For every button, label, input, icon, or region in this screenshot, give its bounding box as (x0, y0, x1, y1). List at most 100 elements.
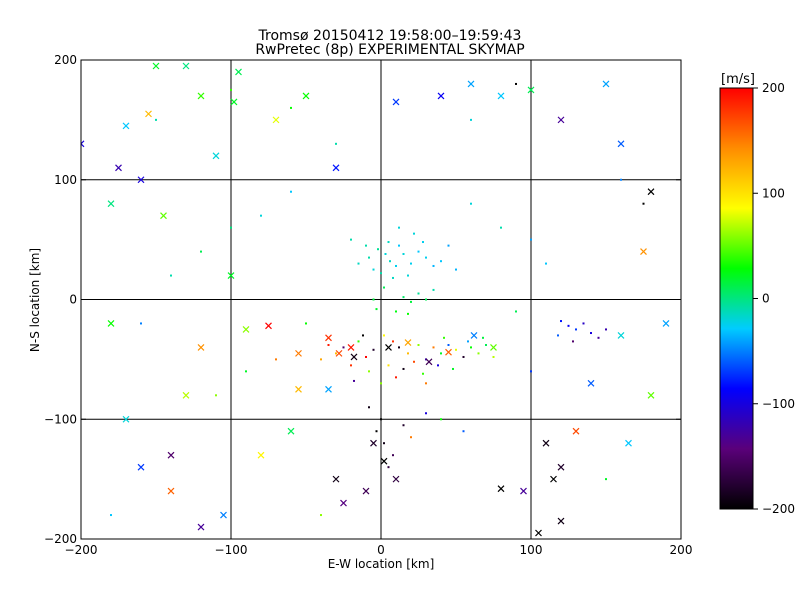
data-point-dot (417, 250, 420, 253)
data-point-dot (530, 238, 532, 241)
data-point-cross (572, 427, 580, 435)
data-point-dot (380, 382, 382, 385)
data-point-cross (257, 451, 265, 459)
data-point-dot (432, 346, 435, 349)
x-tick-label: −200 (65, 543, 98, 557)
data-point-dot (335, 352, 337, 355)
data-point-dot (462, 430, 465, 433)
data-point-dot (384, 252, 387, 255)
data-point-cross (602, 80, 610, 88)
data-point-dot (440, 418, 442, 421)
data-point-dot (365, 355, 367, 358)
data-point-dot (377, 248, 379, 251)
colorbar-tick-label: −200 (762, 502, 795, 516)
data-point-dot (140, 322, 142, 325)
data-point-dot (410, 262, 412, 265)
data-point-cross (242, 326, 250, 333)
data-point-dot (482, 336, 484, 339)
data-point-dot (230, 88, 232, 91)
data-point-cross (617, 140, 625, 148)
data-point-cross (122, 122, 130, 130)
data-point-dot (462, 355, 465, 358)
y-tick-label: −200 (44, 532, 77, 546)
data-point-cross (167, 487, 175, 495)
data-point-cross (497, 485, 505, 493)
data-point-cross (160, 212, 167, 220)
x-axis-label: E-W location [km] (328, 557, 435, 571)
data-point-dot (413, 232, 415, 235)
data-point-dot (383, 286, 385, 289)
data-point-cross (535, 529, 542, 537)
data-point-dot (422, 241, 424, 244)
data-point-cross (332, 164, 340, 172)
data-point-cross (152, 62, 160, 70)
data-point-cross (235, 68, 242, 76)
data-point-cross (335, 349, 343, 357)
data-point-dot (470, 202, 472, 205)
data-point-dot (582, 322, 585, 325)
data-point-dot (387, 466, 390, 469)
data-point-dot (357, 340, 360, 343)
data-point-dot (305, 322, 307, 325)
data-point-dot (425, 412, 427, 415)
data-point-dot (425, 298, 427, 301)
data-point-dot (492, 355, 495, 358)
data-point-cross (107, 320, 115, 327)
data-point-dot (575, 328, 577, 331)
data-point-dot (350, 364, 352, 367)
data-point-dot (380, 418, 382, 421)
data-point-cross (662, 320, 670, 327)
data-point-dot (443, 336, 445, 339)
data-point-dot (335, 142, 337, 145)
data-point-dot (620, 178, 622, 181)
data-point-dot (353, 379, 355, 382)
data-point-cross (640, 248, 647, 256)
data-point-dot (572, 340, 574, 343)
data-point-dot (567, 324, 570, 327)
data-point-dot (605, 328, 607, 331)
data-point-dot (375, 430, 378, 433)
data-point-dot (392, 454, 394, 457)
colorbar-tick-label: 200 (762, 81, 785, 95)
y-tick-label: −100 (44, 412, 77, 426)
data-point-dot (155, 118, 157, 121)
y-axis-label: N-S location [km] (28, 248, 42, 352)
data-point-cross (107, 200, 115, 208)
data-point-cross (557, 517, 565, 525)
data-point-dot (402, 424, 405, 427)
data-point-cross (380, 457, 388, 465)
data-point-dot (447, 244, 450, 247)
data-point-cross (302, 92, 310, 100)
colorbar-ticks: 200 100 0 −100 −200 (753, 81, 795, 516)
data-point-dot (515, 82, 517, 85)
data-point-dot (530, 370, 532, 373)
data-point-cross (647, 188, 655, 196)
data-point-dot (470, 346, 472, 349)
data-point-cross (295, 385, 302, 393)
data-point-dot (362, 334, 364, 337)
data-point-dot (387, 364, 390, 367)
data-point-dot (245, 370, 247, 373)
data-point-dot (230, 226, 232, 229)
data-point-dot (215, 394, 217, 397)
data-point-dot (350, 238, 352, 241)
data-point-dot (375, 308, 378, 311)
data-point-cross (265, 322, 272, 330)
data-point-cross (497, 92, 505, 100)
data-point-dot (407, 312, 409, 315)
data-point-cross (392, 475, 400, 483)
data-point-dot (320, 514, 322, 517)
data-point-cross (362, 487, 370, 495)
data-point-cross (557, 463, 565, 471)
data-point-dot (320, 358, 322, 361)
data-point-dot (417, 344, 420, 347)
x-tick-label: 200 (670, 543, 693, 557)
data-point-dot (407, 274, 409, 277)
grid-lines (81, 60, 681, 539)
data-point-dot (392, 340, 394, 343)
chart-subtitle: RwPretec (8p) EXPERIMENTAL SKYMAP (255, 42, 524, 58)
data-point-dot (275, 358, 277, 361)
data-point-cross (182, 391, 190, 399)
data-point-dot (515, 310, 517, 313)
data-point-dot (590, 332, 592, 335)
